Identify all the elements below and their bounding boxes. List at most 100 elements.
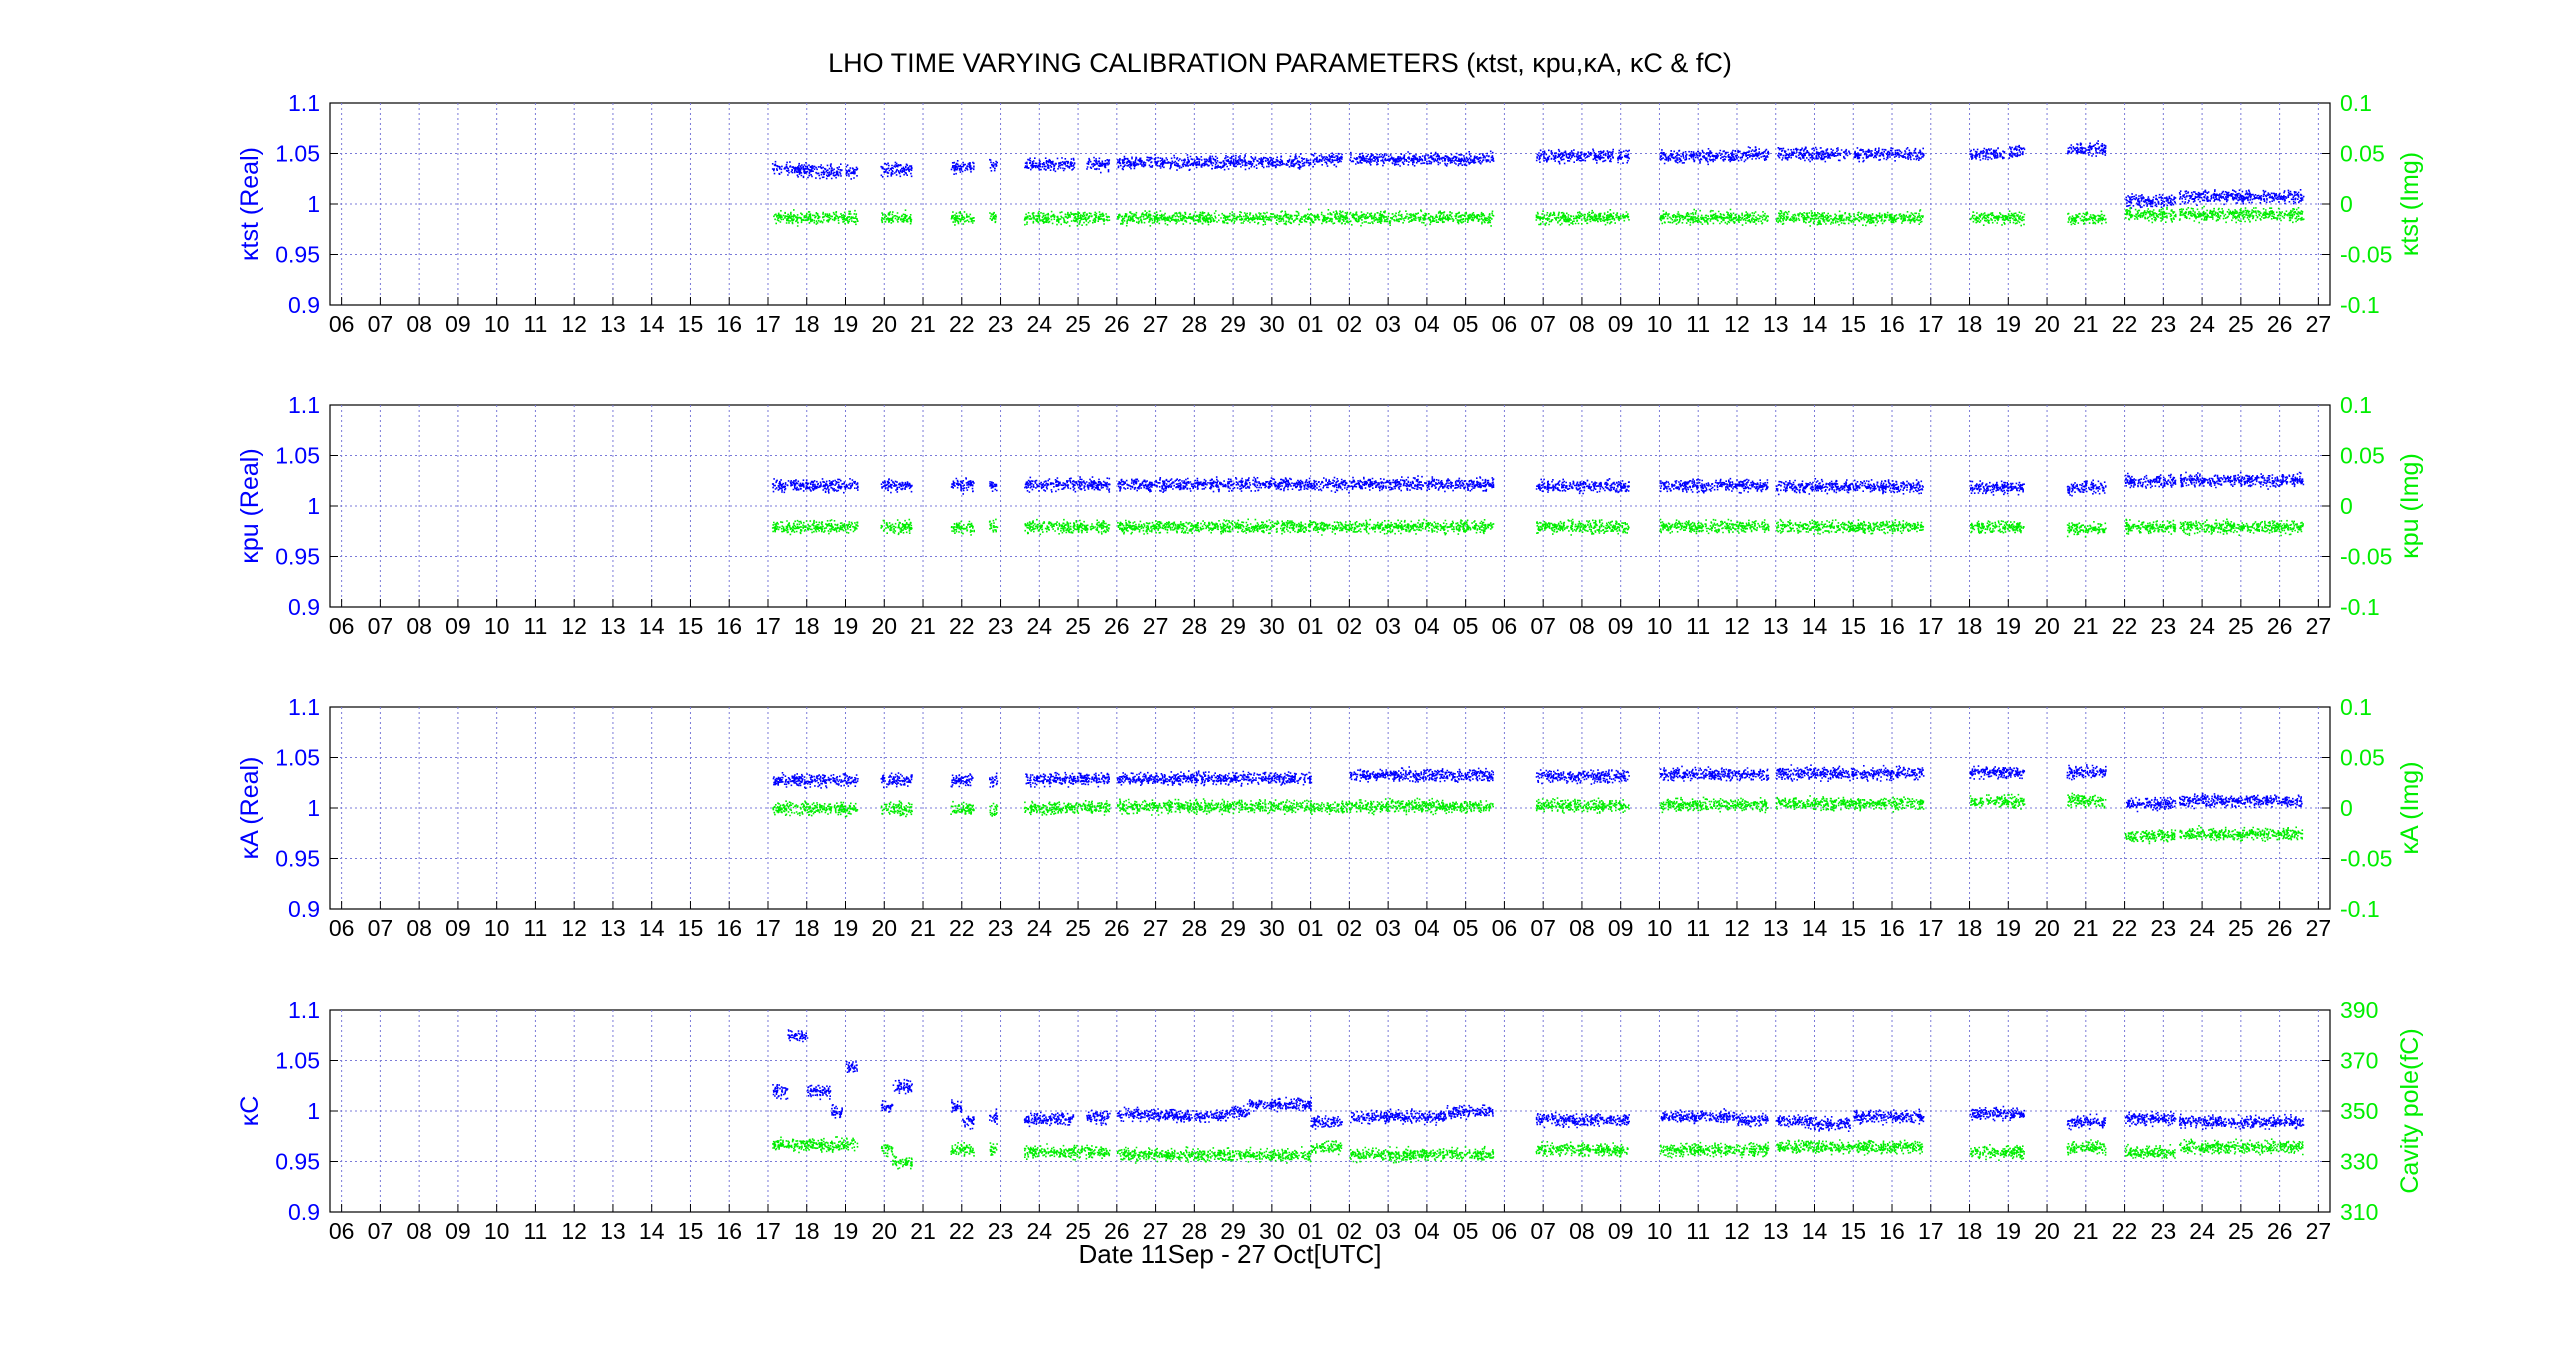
data-cloud: [1969, 480, 2025, 496]
x-tick-label: 09: [445, 915, 471, 941]
data-cloud: [2536, 209, 2544, 221]
data-cloud: [1777, 146, 1851, 163]
y-tick-label-right: 0.1: [2340, 392, 2372, 418]
data-cloud: [2066, 479, 2107, 497]
x-tick-label: 17: [755, 613, 781, 639]
data-cloud: [1175, 1109, 1227, 1124]
x-tick-label: 21: [910, 613, 936, 639]
y-tick-label-right: -0.05: [2340, 846, 2392, 872]
data-cloud: [2536, 1137, 2545, 1149]
x-tick-label: 18: [794, 1218, 820, 1244]
x-tick-label: 19: [833, 915, 859, 941]
data-cloud: [1775, 209, 1924, 227]
x-tick-label: 23: [2151, 613, 2177, 639]
x-tick-label: 07: [368, 915, 394, 941]
x-tick-label: 09: [1608, 311, 1634, 337]
x-tick-label: 07: [1530, 1218, 1556, 1244]
data-cloud: [1535, 1111, 1630, 1129]
x-tick-label: 17: [755, 311, 781, 337]
x-tick-label: 10: [1647, 915, 1673, 941]
x-tick-label: 22: [949, 1218, 975, 1244]
x-tick-label: 09: [1608, 613, 1634, 639]
x-tick-label: 13: [1763, 613, 1789, 639]
x-tick-label: 23: [988, 1218, 1014, 1244]
y-tick-label-left: 1: [307, 493, 320, 519]
data-cloud: [2535, 1119, 2544, 1133]
x-tick-label: 25: [1065, 311, 1091, 337]
data-cloud: [2066, 1113, 2107, 1131]
x-tick-label: 16: [716, 1218, 742, 1244]
x-tick-label: 04: [1414, 1218, 1440, 1244]
y-tick-label-left: 1.1: [288, 997, 320, 1023]
data-cloud: [2178, 205, 2305, 224]
x-tick-label: 11: [523, 1218, 547, 1244]
x-tick-label: 02: [1337, 1218, 1363, 1244]
x-tick-label: 21: [2073, 1218, 2099, 1244]
data-cloud: [2536, 180, 2545, 191]
data-cloud: [962, 1115, 975, 1130]
x-tick-label: 24: [1027, 1218, 1053, 1244]
x-tick-label: 24: [1027, 311, 1053, 337]
x-tick-label: 28: [1182, 915, 1208, 941]
x-tick-label: 11: [523, 613, 547, 639]
x-tick-label: 07: [1530, 915, 1556, 941]
data-cloud: [787, 1029, 809, 1043]
data-cloud: [1349, 150, 1495, 167]
data-cloud: [1446, 1104, 1494, 1121]
x-tick-label: 12: [561, 915, 587, 941]
x-tick-label: 25: [2228, 1218, 2254, 1244]
data-cloud: [1969, 210, 2026, 227]
x-tick-label: 25: [1065, 915, 1091, 941]
x-tick-label: 27: [1143, 311, 1169, 337]
data-cloud: [771, 478, 859, 494]
x-tick-label: 10: [1647, 613, 1673, 639]
data-cloud: [1086, 156, 1111, 174]
x-tick-label: 03: [1375, 1218, 1401, 1244]
x-tick-label: 29: [1220, 311, 1246, 337]
x-tick-label: 08: [1569, 1218, 1595, 1244]
y-tick-label-right: 0.05: [2340, 745, 2385, 771]
x-tick-label: 27: [2306, 311, 2332, 337]
y-axis-label-right: κtst (Img): [2396, 152, 2424, 256]
data-cloud: [2179, 792, 2303, 810]
y-axis-label-right: κpu (Img): [2396, 453, 2424, 559]
x-tick-label: 19: [1995, 1218, 2021, 1244]
data-cloud: [950, 1142, 975, 1157]
data-cloud: [1775, 478, 1924, 496]
y-tick-label-left: 0.9: [288, 594, 320, 620]
x-tick-label: 19: [1995, 915, 2021, 941]
data-cloud: [1024, 476, 1111, 493]
data-cloud: [1117, 518, 1495, 536]
x-tick-label: 16: [1879, 311, 1905, 337]
panel-kappa_C: 0.9 0.95 1 1.05 1.1 310 330 350 370 390 06 07 08 09 10…: [236, 997, 2545, 1244]
data-cloud: [2179, 518, 2304, 537]
panel-kappa_A: 0.9 0.95 1 1.05 1.1 -0.1 -0.05 0 0.05 0.1 06 07 08 09…: [236, 694, 2424, 941]
y-tick-label-left: 1.05: [275, 1048, 320, 1074]
data-cloud: [1310, 1115, 1343, 1130]
data-cloud: [2066, 1139, 2107, 1156]
x-tick-label: 20: [2034, 1218, 2060, 1244]
x-tick-label: 19: [833, 1218, 859, 1244]
x-tick-label: 05: [1453, 915, 1479, 941]
data-cloud: [950, 211, 975, 226]
data-cloud: [1225, 1103, 1251, 1120]
data-cloud: [2179, 825, 2304, 842]
x-tick-label: 14: [639, 1218, 665, 1244]
x-tick-label: 26: [2267, 311, 2293, 337]
x-tick-label: 07: [1530, 613, 1556, 639]
data-cloud: [1310, 1140, 1343, 1156]
y-tick-label-right: -0.1: [2340, 292, 2380, 318]
y-tick-label-left: 0.9: [288, 1199, 320, 1225]
x-tick-label: 13: [600, 915, 626, 941]
x-tick-label: 25: [2228, 613, 2254, 639]
y-tick-label-left: 1.05: [275, 443, 320, 469]
data-cloud: [1117, 475, 1495, 494]
x-tick-label: 28: [1182, 311, 1208, 337]
data-cloud: [2008, 144, 2026, 159]
y-tick-label-left: 1: [307, 795, 320, 821]
x-tick-label: 15: [1840, 613, 1866, 639]
x-tick-label: 11: [1686, 613, 1710, 639]
data-cloud: [2357, 184, 2397, 199]
x-tick-label: 14: [639, 915, 665, 941]
